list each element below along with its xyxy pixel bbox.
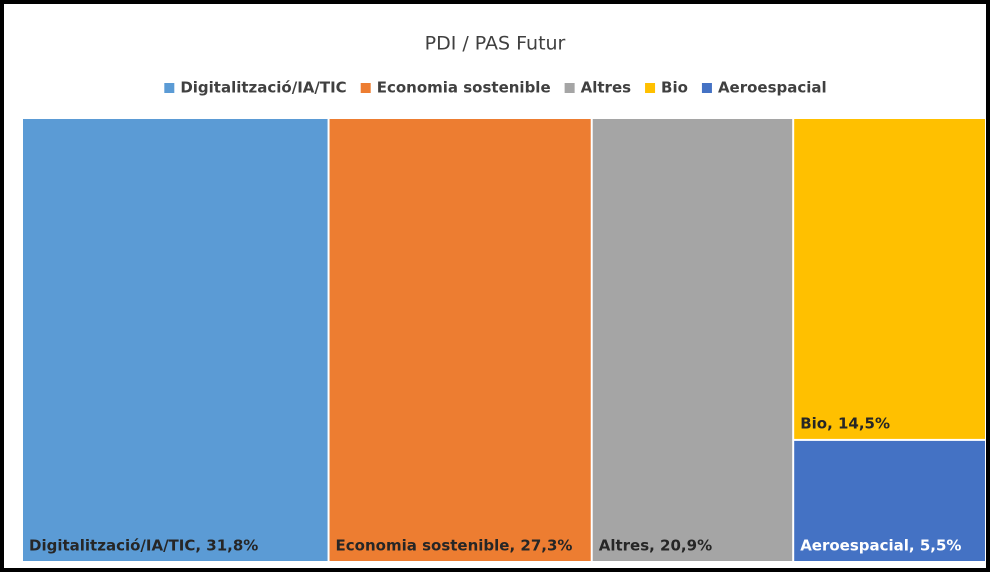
treemap-cell: [592, 119, 793, 561]
plot-area: Digitalització/IA/TIC, 31,8% Economia sos…: [23, 119, 985, 561]
legend-label: Bio: [661, 79, 688, 97]
data-label: Digitalització/IA/TIC, 31,8%: [29, 537, 258, 555]
data-label: Bio, 14,5%: [800, 414, 890, 432]
chart-title: PDI / PAS Futur: [425, 33, 566, 55]
legend-swatch: [360, 83, 371, 93]
legend: Digitalització/IA/TIC Economia sostenible…: [164, 79, 827, 97]
legend-swatch: [645, 83, 656, 93]
legend-label: Economia sostenible: [377, 79, 551, 97]
legend-label: Altres: [581, 79, 631, 97]
legend-label: Aeroespacial: [718, 79, 827, 97]
treemap-cell: [329, 119, 591, 561]
treemap-cell: [23, 119, 328, 561]
data-label: Economia sostenible, 27,3%: [336, 537, 573, 555]
data-label: Altres, 20,9%: [599, 537, 712, 555]
legend-swatch: [164, 83, 175, 93]
treemap-cell: [794, 440, 985, 561]
legend-swatch: [701, 83, 712, 93]
data-label: Aeroespacial, 5,5%: [800, 537, 961, 555]
legend-swatch: [564, 83, 575, 93]
treemap-cell: [794, 119, 985, 439]
legend-label: Digitalització/IA/TIC: [180, 79, 346, 97]
